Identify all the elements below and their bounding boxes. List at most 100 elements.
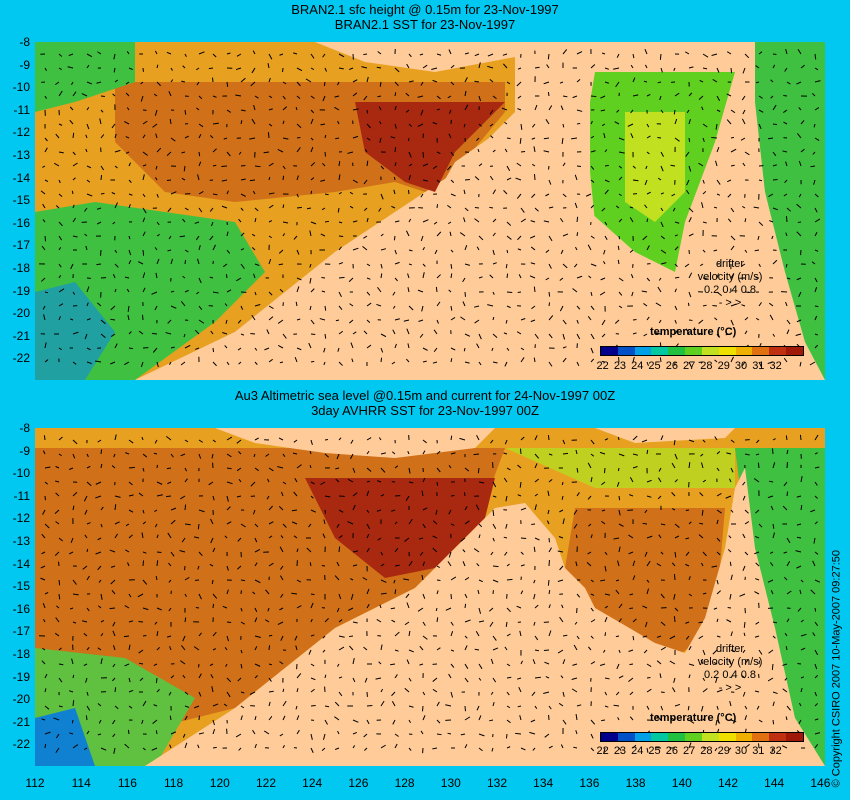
current-arrow bbox=[450, 179, 455, 183]
current-arrow bbox=[590, 579, 594, 583]
current-arrow bbox=[813, 537, 816, 544]
current-arrow bbox=[478, 663, 483, 670]
current-arrow bbox=[128, 644, 131, 651]
current-arrow bbox=[210, 518, 214, 525]
current-arrow bbox=[436, 274, 441, 279]
current-arrow bbox=[562, 634, 568, 637]
current-arrow bbox=[783, 193, 788, 197]
current-arrow bbox=[548, 478, 553, 483]
current-arrow bbox=[590, 347, 594, 354]
current-arrow bbox=[125, 523, 130, 527]
current-arrow bbox=[547, 92, 550, 97]
current-arrow bbox=[462, 561, 466, 567]
current-arrow bbox=[294, 357, 298, 363]
current-arrow bbox=[237, 347, 242, 351]
current-arrow bbox=[392, 291, 396, 296]
current-arrow bbox=[128, 509, 134, 513]
current-arrow bbox=[758, 523, 763, 528]
current-arrow bbox=[168, 691, 172, 696]
current-arrow bbox=[519, 481, 522, 488]
colorbar-title-top: temperature (°C) bbox=[650, 326, 737, 338]
current-arrow bbox=[154, 247, 158, 251]
current-arrow bbox=[646, 93, 651, 97]
current-arrow bbox=[744, 659, 749, 665]
current-arrow bbox=[812, 151, 816, 155]
current-arrow bbox=[111, 465, 116, 469]
current-arrow bbox=[112, 93, 116, 97]
y-tick-label: -8 bbox=[19, 35, 30, 49]
current-arrow bbox=[277, 466, 284, 469]
current-arrow bbox=[211, 686, 214, 693]
current-arrow bbox=[114, 263, 119, 268]
current-arrow bbox=[782, 505, 788, 511]
colorbar-swatch bbox=[769, 347, 787, 355]
current-arrow bbox=[281, 491, 284, 497]
current-arrow bbox=[152, 719, 158, 725]
current-arrow bbox=[348, 645, 354, 651]
current-arrow bbox=[475, 630, 480, 637]
current-arrow bbox=[138, 330, 144, 335]
current-arrow bbox=[786, 491, 789, 497]
current-arrow bbox=[321, 290, 326, 293]
current-arrow bbox=[170, 79, 174, 83]
current-arrow bbox=[772, 691, 778, 695]
current-arrow bbox=[674, 329, 679, 335]
current-arrow bbox=[394, 631, 400, 637]
current-arrow bbox=[548, 179, 552, 185]
current-arrow bbox=[380, 347, 384, 353]
current-arrow bbox=[573, 509, 578, 515]
y-tick-label: -12 bbox=[12, 125, 30, 140]
current-arrow bbox=[252, 50, 256, 55]
current-arrow bbox=[226, 495, 229, 502]
colorbar-swatch bbox=[668, 347, 686, 355]
current-arrow bbox=[112, 621, 116, 627]
current-arrow bbox=[110, 318, 116, 321]
current-arrow bbox=[741, 674, 746, 679]
current-arrow bbox=[180, 660, 186, 665]
current-arrow bbox=[268, 634, 273, 637]
current-arrow bbox=[419, 333, 424, 338]
current-arrow bbox=[140, 95, 144, 102]
current-arrow bbox=[464, 593, 468, 599]
current-arrow bbox=[392, 329, 396, 335]
colorbar-swatch bbox=[601, 347, 618, 355]
current-arrow bbox=[252, 729, 256, 735]
current-arrow bbox=[489, 621, 494, 627]
current-arrow bbox=[310, 602, 314, 609]
current-arrow bbox=[268, 258, 272, 265]
current-arrow bbox=[744, 330, 748, 335]
current-arrow bbox=[489, 123, 494, 127]
current-arrow bbox=[518, 686, 522, 693]
current-arrow bbox=[240, 232, 245, 237]
current-arrow bbox=[420, 235, 424, 242]
current-arrow bbox=[309, 230, 312, 237]
current-arrow bbox=[674, 234, 678, 237]
x-tick-label: 112 bbox=[25, 776, 45, 790]
current-arrow bbox=[254, 207, 259, 212]
current-arrow bbox=[166, 179, 172, 182]
current-arrow bbox=[240, 705, 245, 709]
current-arrow bbox=[505, 263, 508, 269]
current-arrow bbox=[729, 593, 732, 600]
current-arrow bbox=[394, 343, 397, 349]
current-arrow bbox=[338, 593, 342, 600]
current-arrow bbox=[155, 177, 158, 181]
current-arrow bbox=[492, 262, 497, 265]
current-arrow bbox=[96, 207, 102, 210]
colorbar-tick-label: 26 bbox=[665, 360, 678, 372]
current-arrow bbox=[558, 536, 564, 539]
current-arrow bbox=[110, 305, 116, 311]
current-arrow bbox=[728, 478, 732, 483]
current-arrow bbox=[264, 730, 270, 735]
current-arrow bbox=[70, 263, 74, 270]
current-arrow bbox=[688, 233, 694, 237]
current-arrow bbox=[743, 621, 746, 628]
current-arrow bbox=[347, 521, 354, 525]
current-arrow bbox=[40, 190, 46, 195]
current-arrow bbox=[520, 660, 523, 665]
current-arrow bbox=[506, 578, 513, 581]
current-arrow bbox=[490, 691, 494, 695]
current-arrow bbox=[475, 504, 480, 511]
current-arrow bbox=[240, 621, 245, 625]
ocean-cold-sw bbox=[35, 708, 95, 766]
